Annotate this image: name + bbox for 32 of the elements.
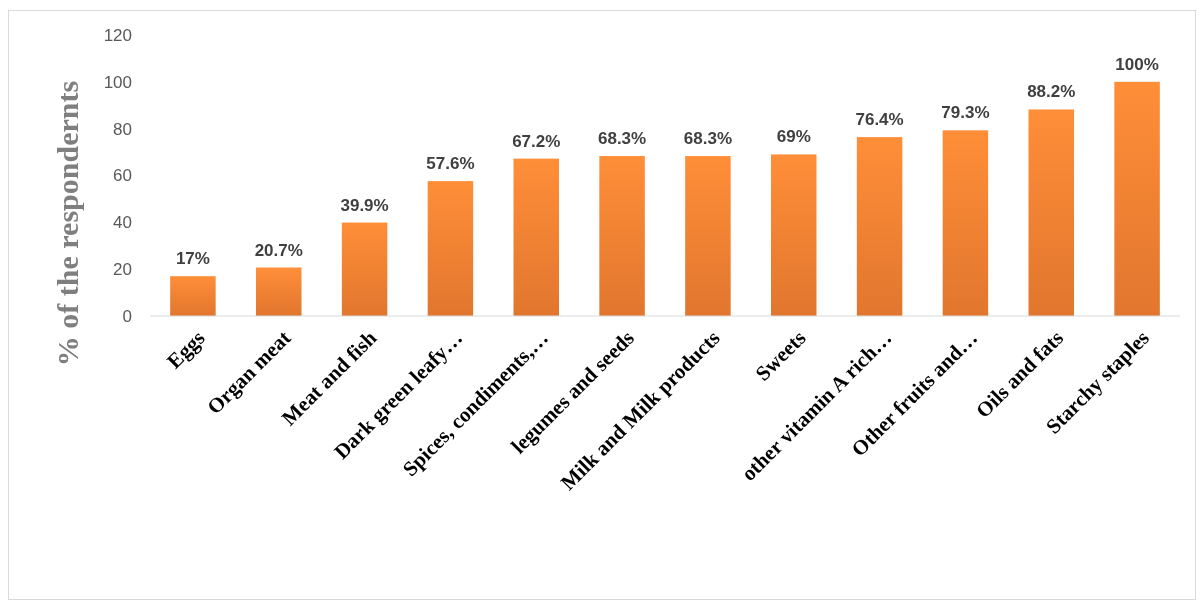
bar bbox=[170, 276, 216, 316]
data-label: 88.2% bbox=[1027, 82, 1076, 102]
bar bbox=[1114, 81, 1160, 316]
data-label: 20.7% bbox=[254, 240, 303, 260]
data-label: 100% bbox=[1115, 54, 1159, 74]
y-tick-label: 40 bbox=[113, 213, 132, 233]
bar bbox=[856, 137, 903, 316]
bar bbox=[771, 154, 817, 316]
data-label: 68.3% bbox=[683, 129, 733, 149]
bar bbox=[427, 181, 474, 316]
bar bbox=[942, 130, 989, 316]
data-label: 76.4% bbox=[855, 110, 904, 130]
bar bbox=[1028, 109, 1074, 316]
data-label: 69% bbox=[776, 127, 811, 147]
bar bbox=[685, 156, 731, 316]
y-tick-label: 80 bbox=[113, 119, 132, 139]
data-label: 17% bbox=[175, 249, 210, 269]
data-label: 79.3% bbox=[941, 103, 990, 123]
bar bbox=[256, 267, 302, 316]
data-label: 68.3% bbox=[597, 129, 647, 149]
y-tick-label: 100 bbox=[103, 72, 132, 92]
data-label: 57.6% bbox=[426, 154, 475, 174]
y-tick-label: 60 bbox=[113, 166, 132, 186]
y-tick-label: 20 bbox=[113, 260, 132, 280]
y-tick-label: 0 bbox=[122, 306, 132, 326]
data-label: 67.2% bbox=[512, 131, 561, 151]
bar bbox=[599, 156, 645, 316]
bar bbox=[341, 222, 388, 316]
y-axis-title: % of the respondernts bbox=[51, 80, 84, 367]
bar bbox=[513, 158, 559, 316]
data-label: 39.9% bbox=[340, 195, 389, 215]
y-tick-label: 120 bbox=[103, 25, 132, 45]
